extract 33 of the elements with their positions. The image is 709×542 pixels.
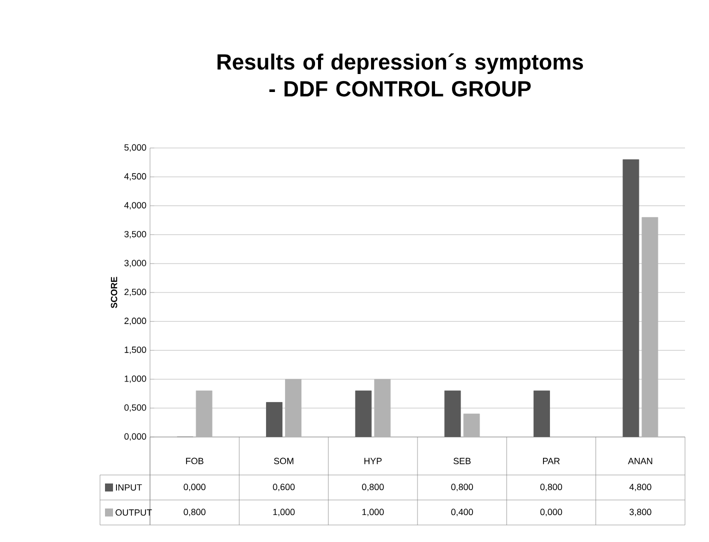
y-tick-label: 3,500: [124, 230, 146, 238]
y-tick-label: 2,000: [124, 318, 146, 326]
y-tick-label: 4,000: [124, 202, 146, 210]
x-tick-label: SEB: [454, 458, 471, 464]
data-label: 0,800: [451, 484, 473, 492]
x-tick-label: HYP: [364, 458, 382, 464]
data-label: 0,600: [272, 484, 295, 492]
legend-label: OUTPUT: [116, 509, 152, 516]
x-tick-label: PAR: [543, 458, 560, 464]
data-label: 0,800: [362, 484, 384, 492]
y-tick-label: 5,000: [124, 144, 146, 152]
y-tick-label: 4,500: [124, 173, 146, 181]
data-label: 1,000: [362, 508, 384, 516]
y-tick-label: 0,000: [124, 433, 146, 441]
data-label: 0,800: [184, 508, 206, 516]
y-tick-label: 3,000: [124, 260, 146, 268]
data-label: 0,400: [451, 508, 473, 516]
y-tick-label: 2,500: [124, 288, 146, 296]
data-label: 4,800: [629, 484, 652, 492]
x-tick-label: FOB: [186, 458, 204, 464]
x-tick-label: ANAN: [628, 458, 652, 464]
y-tick-label: 1,000: [124, 375, 146, 383]
data-label: 3,800: [630, 508, 652, 516]
data-label: 0,000: [540, 508, 562, 516]
y-tick-label: 1,500: [124, 346, 146, 354]
y-axis-title: SCORE: [110, 276, 118, 308]
data-label: 0,000: [184, 484, 206, 492]
chart-title: Results of depression´s symptoms - DDF CONTROL GROUP: [218, 53, 583, 97]
y-tick-label: 0,500: [124, 404, 146, 412]
data-label: 0,800: [540, 484, 562, 492]
data-label: 1,000: [273, 508, 295, 516]
x-tick-label: SOM: [274, 458, 294, 464]
legend-label: INPUT: [116, 484, 142, 491]
